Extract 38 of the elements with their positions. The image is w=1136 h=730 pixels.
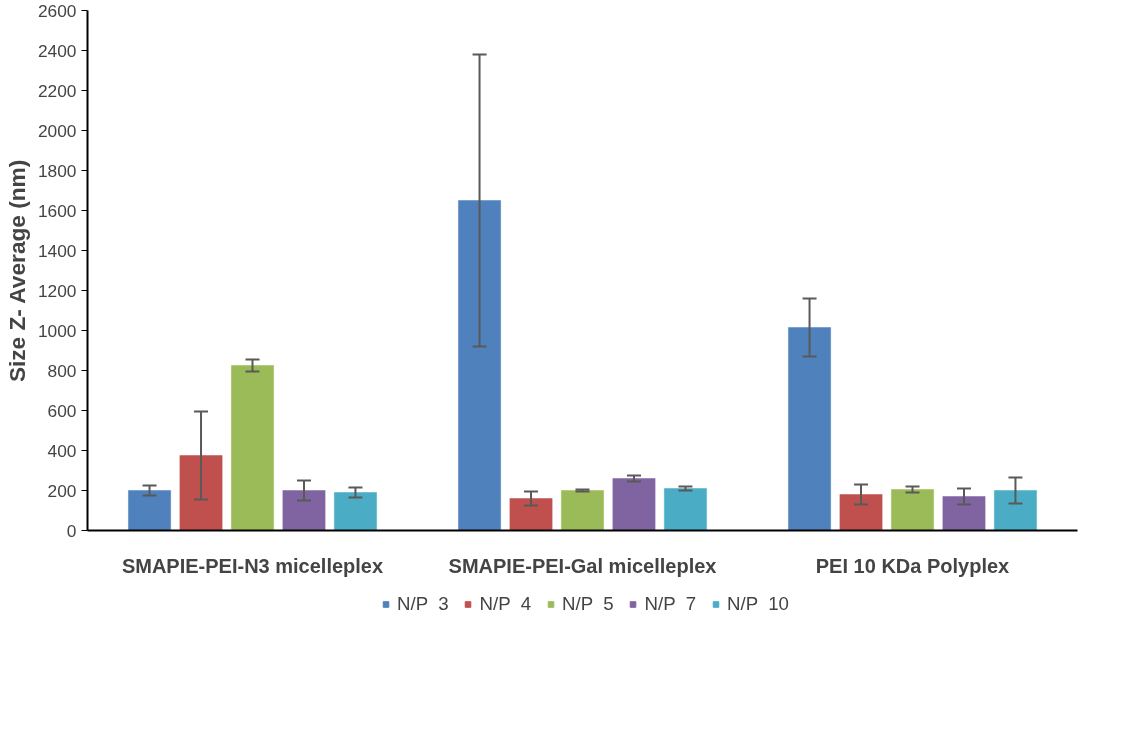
y-tick-label: 1600 [37,200,77,221]
legend-label: N/P 5 [562,593,614,615]
bar [457,200,502,531]
y-tick-label: 2600 [37,0,77,21]
bar [663,488,708,531]
bar [612,478,656,531]
y-tick-label: 2200 [37,80,77,101]
y-tick-label: 1000 [37,320,77,341]
bar [333,492,378,531]
y-tick-label: 0 [66,520,77,541]
y-tick-label: 2400 [37,40,77,61]
x-tick-label: PEI 10 KDa Polyplex [815,554,1010,577]
bar [890,489,935,531]
y-tick-label: 2000 [37,120,77,141]
y-axis-title: Size Z- Average (nm) [3,159,30,383]
y-tick-label: 800 [47,360,77,381]
y-tick-label: 1200 [37,280,77,301]
x-tick-label: SMAPIE-PEI-N3 micelleplex [121,554,384,577]
y-tick-label: 400 [47,440,77,461]
bar [179,455,223,531]
x-tick-label: SMAPIE-PEI-Gal micelleplex [448,554,717,577]
y-tick-label: 1800 [37,160,77,181]
y-tick-label: 1400 [37,240,77,261]
bar [509,498,553,531]
bar [230,365,275,531]
y-tick-label: 600 [47,400,77,421]
legend-label: N/P 7 [644,593,697,615]
y-tick-label: 200 [47,480,77,501]
bar [993,490,1038,531]
legend-label: N/P 3 [397,593,449,615]
bar [942,496,986,531]
bar [127,490,172,531]
bar [282,490,326,531]
legend-label: N/P 4 [479,593,532,615]
bar [560,490,605,531]
legend-label: N/P 10 [727,593,789,615]
bar [787,327,832,531]
bar [839,494,883,531]
